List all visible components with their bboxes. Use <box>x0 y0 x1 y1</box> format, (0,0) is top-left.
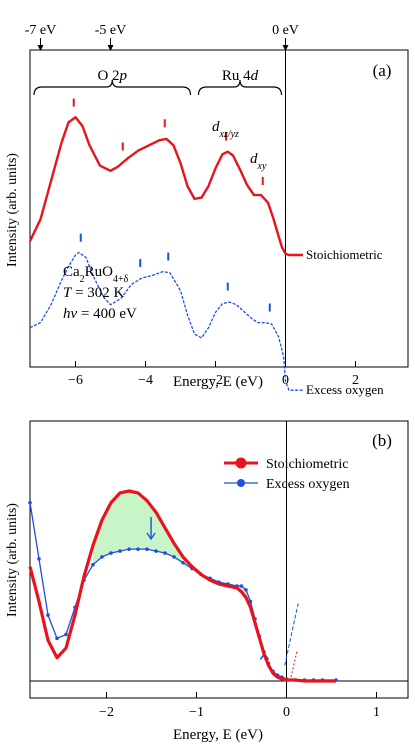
region-brace <box>197 79 283 96</box>
panel-b-frame <box>29 420 409 699</box>
panel-b-point-excess-oxygen <box>64 632 68 637</box>
top-marker-label: -7 eV <box>25 23 57 38</box>
legend-marker <box>237 479 245 487</box>
panel-b-point-excess-oxygen <box>145 547 149 551</box>
panel-b-point-excess-oxygen <box>109 551 113 555</box>
panel-b-point-excess-oxygen <box>172 555 176 559</box>
panel-b-point-excess-oxygen <box>28 500 32 505</box>
panel-b-ylabel: Intensity (arb. units) <box>5 503 20 617</box>
panel-b-point-excess-oxygen <box>37 557 41 561</box>
panel-b-point-excess-oxygen <box>181 560 185 565</box>
panel-b-point-excess-oxygen <box>127 547 131 551</box>
top-marker-arrowhead <box>107 45 114 51</box>
panel-b-xtick-label: −2 <box>99 705 114 720</box>
legend-label: Excess oxygen <box>266 477 350 492</box>
panel-a-xtick-label: −4 <box>138 373 153 388</box>
legend-marker <box>235 457 247 469</box>
top-marker-arrowhead <box>37 45 44 51</box>
panel-b-point-excess-oxygen <box>239 584 244 588</box>
panel-b-xlabel: Energy, E (eV) <box>173 727 263 743</box>
panel-b-series-stoichiometric <box>28 489 336 683</box>
panel-a-xtick-label: 2 <box>352 373 359 388</box>
shaded-region <box>93 491 197 572</box>
panel-b: −2 −1 0 1 Stoichiometric Excess oxygen (b) In… <box>5 420 409 743</box>
panel-a-temperature-line: T = 302 K <box>63 285 125 301</box>
blue-extrapolation <box>284 603 299 666</box>
region-brace <box>33 79 192 96</box>
panel-b-xtick-label: −1 <box>189 705 204 720</box>
panel-a-sample-line: Ca2RuO4+δ <box>63 264 129 285</box>
panel-a-photon-line: hν = 400 eV <box>63 306 137 322</box>
panel-a-series-stoichiometric <box>28 116 303 257</box>
panel-b-point-excess-oxygen <box>244 588 248 592</box>
panel-a-xtick-label: −2 <box>208 373 223 388</box>
panel-b-point-excess-oxygen <box>118 549 122 553</box>
panel-a: −6 −4 −2 0 2-7 eV -5 eV 0 eVO 2p Ru 4dStoichiom… <box>5 23 409 397</box>
panel-b-point-excess-oxygen <box>46 613 50 617</box>
panel-b-point-excess-oxygen <box>163 551 167 555</box>
panel-b-point-excess-oxygen <box>55 636 59 641</box>
peak-label-dxy: dxy <box>250 151 267 172</box>
panel-b-point-excess-oxygen <box>154 549 158 553</box>
panel-a-xtick-label: −6 <box>68 373 83 388</box>
peak-label-dxzyz: dxz/yz <box>212 119 239 140</box>
top-marker-label: 0 eV <box>272 23 299 38</box>
panel-b-xtick-label: 0 <box>283 705 290 720</box>
region-label: O 2p <box>97 68 127 84</box>
shaded-region <box>237 586 287 681</box>
panel-b-point-excess-oxygen <box>136 547 140 551</box>
panel-a-label: (a) <box>373 61 392 80</box>
panel-b-label: (b) <box>372 431 392 450</box>
red-extrapolation <box>290 649 298 678</box>
top-marker-label: -5 eV <box>95 23 127 38</box>
region-label: Ru 4d <box>222 68 259 84</box>
panel-b-point-excess-oxygen <box>100 555 104 559</box>
panel-a-xlabel: Energy, E (eV) <box>173 374 263 390</box>
legend-label: Stoichiometric <box>266 457 348 472</box>
shaded-arrowhead <box>146 532 156 541</box>
panel-a-series-excess-oxygen <box>29 251 303 391</box>
panel-a-ylabel: Intensity (arb. units) <box>5 153 20 267</box>
top-marker-arrowhead <box>282 45 289 51</box>
panel-a-series-label: Excess oxygen <box>306 382 384 397</box>
panel-b-point-excess-oxygen <box>91 562 95 567</box>
panel-a-series-label: Stoichiometric <box>306 247 383 262</box>
panel-b-series-excess-oxygen <box>29 502 336 681</box>
panel-b-xtick-label: 1 <box>373 705 380 720</box>
panel-a-frame <box>29 49 409 368</box>
